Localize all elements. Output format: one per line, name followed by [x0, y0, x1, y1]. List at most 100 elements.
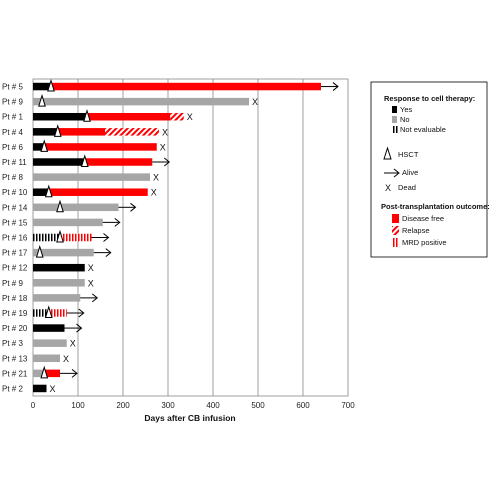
- x-axis-title: Days after CB infusion: [144, 413, 235, 423]
- hsct-marker: [53, 124, 62, 137]
- x-tick-label: 600: [296, 401, 310, 410]
- row-label: Pt # 17: [2, 249, 28, 258]
- response-bar: [33, 82, 51, 91]
- row-label: Pt # 10: [2, 188, 28, 197]
- response-bar: [33, 143, 45, 151]
- response-bar: [33, 158, 85, 166]
- row-label: Pt # 4: [2, 128, 23, 137]
- response-bar: [33, 294, 81, 302]
- dead-marker: X: [88, 263, 94, 273]
- alive-arrowhead: [103, 233, 110, 242]
- response-bar: [33, 339, 67, 347]
- row-label: Pt # 15: [2, 218, 28, 227]
- response-bar: [33, 263, 85, 272]
- row-label: Pt # 11: [2, 158, 27, 167]
- chart-marks: Pt # 5 Pt # 9 X Pt # 1 X Pt # 4 X Pt # 6 X Pt # 1…: [2, 78, 339, 394]
- row-label: Pt # 2: [2, 384, 23, 393]
- legend-label-yes: Yes: [400, 105, 412, 114]
- x-tick-label: 500: [251, 401, 265, 410]
- legend-label-relapse: Relapse: [402, 226, 430, 235]
- x-tick-label: 100: [71, 401, 85, 410]
- post-transplant-bar: [51, 82, 321, 91]
- row-label: Pt # 14: [2, 203, 28, 212]
- legend-swatch-mrd: [392, 238, 399, 247]
- post-transplant-bar: [48, 188, 148, 196]
- post-transplant-bar: [57, 128, 105, 136]
- dead-marker: X: [88, 278, 94, 288]
- row-label: Pt # 12: [2, 264, 28, 273]
- post-transplant-bar: [87, 112, 171, 121]
- response-bar: [33, 188, 49, 196]
- hsct-marker: [80, 154, 89, 168]
- legend-label-not-evaluable: Not evaluable: [400, 125, 446, 134]
- hsct-marker: [83, 109, 91, 122]
- dead-marker: X: [187, 112, 193, 122]
- legend-response-title: Response to cell therapy:: [384, 94, 475, 103]
- hsct-marker: [38, 93, 46, 107]
- dead-marker: X: [50, 384, 56, 394]
- hsct-marker: [40, 365, 49, 379]
- hsct-marker: [56, 199, 64, 213]
- row-label: Pt # 6: [2, 143, 23, 152]
- legend-swatch-disease-free: [392, 214, 399, 223]
- row-label: Pt # 8: [2, 173, 23, 182]
- dead-marker: X: [160, 142, 166, 152]
- legend-label-no: No: [400, 115, 410, 124]
- post-transplant-bar: [48, 309, 67, 317]
- legend: Response to cell therapy: Yes No Not eva…: [370, 81, 490, 258]
- dead-x-icon: X: [385, 183, 391, 193]
- hsct-marker: [44, 305, 53, 318]
- hsct-marker: [56, 229, 64, 243]
- x-tick-label: 0: [31, 401, 36, 410]
- alive-arrowhead: [71, 368, 78, 378]
- response-bar: [33, 112, 87, 121]
- hsct-marker: [35, 244, 44, 258]
- legend-label-dead: Dead: [398, 183, 416, 192]
- post-transplant-bar: [60, 233, 92, 242]
- legend-label-hsct: HSCT: [398, 150, 419, 159]
- legend-swatch-yes: [392, 106, 397, 113]
- alive-arrowhead: [76, 323, 83, 333]
- response-bar: [33, 128, 60, 136]
- response-bar: [33, 279, 85, 287]
- response-bar: [33, 309, 49, 317]
- relapse-bar: [170, 112, 184, 121]
- alive-arrowhead: [332, 82, 339, 91]
- dead-marker: X: [252, 97, 258, 107]
- row-label: Pt # 5: [2, 83, 23, 92]
- row-label: Pt # 20: [2, 324, 28, 333]
- row-label: Pt # 13: [2, 354, 28, 363]
- hsct-icon: [383, 146, 392, 160]
- response-bar: [33, 173, 150, 181]
- hsct-marker: [44, 184, 53, 198]
- legend-swatch-not-evaluable: [392, 126, 398, 133]
- legend-label-mrd: MRD positive: [402, 238, 447, 247]
- response-bar: [33, 369, 45, 378]
- dead-marker: X: [162, 127, 168, 137]
- alive-arrowhead: [78, 308, 85, 318]
- legend-swatch-no: [392, 116, 397, 123]
- x-tick-label: 400: [206, 401, 220, 410]
- response-bar: [33, 324, 65, 332]
- x-tick-label: 700: [341, 401, 355, 410]
- legend-label-disease-free: Disease free: [402, 214, 444, 223]
- response-bar: [33, 218, 103, 227]
- row-label: Pt # 9: [2, 98, 23, 107]
- dead-marker: X: [70, 339, 76, 349]
- response-bar: [33, 248, 94, 257]
- legend-post-title: Post-transplantation outcome:: [381, 202, 490, 211]
- alive-arrowhead: [130, 202, 137, 212]
- row-label: Pt # 21: [2, 369, 28, 378]
- row-label: Pt # 16: [2, 234, 28, 243]
- alive-arrow-icon: [384, 168, 400, 178]
- hsct-marker: [47, 78, 55, 92]
- dead-marker: X: [151, 188, 157, 198]
- row-label: Pt # 19: [2, 309, 28, 318]
- response-bar: [33, 384, 47, 393]
- response-bar: [33, 233, 60, 242]
- alive-arrowhead: [114, 218, 121, 227]
- row-label: Pt # 18: [2, 294, 28, 303]
- post-transplant-bar: [84, 158, 153, 166]
- x-tick-label: 300: [161, 401, 175, 410]
